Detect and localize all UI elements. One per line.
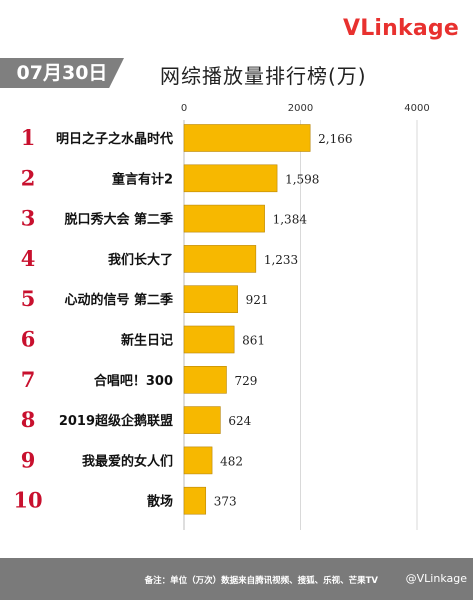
bar [183, 406, 221, 434]
category-label: 散场 [147, 494, 173, 510]
bar [183, 325, 235, 354]
brand-logo-part2: Linkage [360, 16, 459, 41]
rank-number: 9 [21, 447, 36, 472]
footer-note: 备注：单位（万次）数据来自腾讯视频、搜狐、乐视、芒果TV [144, 576, 378, 586]
bar [183, 204, 265, 233]
brand-logo-part1: V [342, 16, 361, 41]
date-tab: 07月30日 [0, 58, 124, 88]
rank-number: 2 [21, 165, 36, 190]
rank-number: 7 [21, 367, 36, 392]
value-label: 2,166 [318, 132, 352, 146]
watermark: @VLinkage [405, 572, 467, 585]
value-label: 482 [220, 454, 243, 468]
chart-title: 网综播放量排行榜(万) [160, 64, 367, 88]
category-label: 明日之子之水晶时代 [56, 131, 173, 147]
bar [183, 446, 213, 475]
category-label: 心动的信号 第二季 [64, 292, 173, 308]
category-label: 2019超级企鹅联盟 [59, 413, 173, 429]
x-tick-label: 2000 [288, 103, 313, 114]
bar [183, 164, 278, 193]
category-label: 我最爱的女人们 [82, 453, 173, 469]
category-label: 我们长大了 [108, 252, 173, 268]
value-label: 1,384 [273, 213, 308, 227]
value-label: 1,233 [264, 253, 298, 267]
value-label: 1,598 [285, 172, 319, 186]
value-label: 373 [214, 495, 237, 509]
rank-number: 8 [21, 407, 36, 432]
x-tick-label: 0 [181, 103, 187, 114]
bar [183, 365, 227, 394]
rank-number: 4 [21, 246, 36, 271]
bar [183, 285, 238, 313]
rank-number: 3 [21, 206, 36, 231]
value-label: 729 [234, 374, 257, 388]
brand-logo: VLinkage [343, 16, 459, 41]
category-label: 新生日记 [121, 333, 173, 349]
rank-number: 6 [21, 327, 36, 352]
bar [183, 245, 257, 273]
bar-chart: 0 2000 4000 1 明日之子之水晶时代 2,166 2 童言有计2 1,598 3 脱口秀大… [13, 103, 430, 530]
value-label: 921 [246, 293, 269, 307]
category-label: 脱口秀大会 第二季 [64, 212, 173, 228]
category-label: 童言有计2 [112, 171, 173, 187]
rank-number: 10 [13, 488, 42, 513]
rank-number: 5 [21, 286, 36, 311]
rank-number: 1 [21, 125, 36, 150]
bar [183, 486, 207, 515]
footer-bar: 备注：单位（万次）数据来自腾讯视频、搜狐、乐视、芒果TV @VLinkage [0, 558, 473, 600]
x-tick-label: 4000 [404, 103, 429, 114]
bar [183, 124, 311, 152]
value-label: 861 [242, 334, 265, 348]
category-label: 合唱吧！300 [94, 373, 173, 389]
value-label: 624 [228, 414, 251, 428]
